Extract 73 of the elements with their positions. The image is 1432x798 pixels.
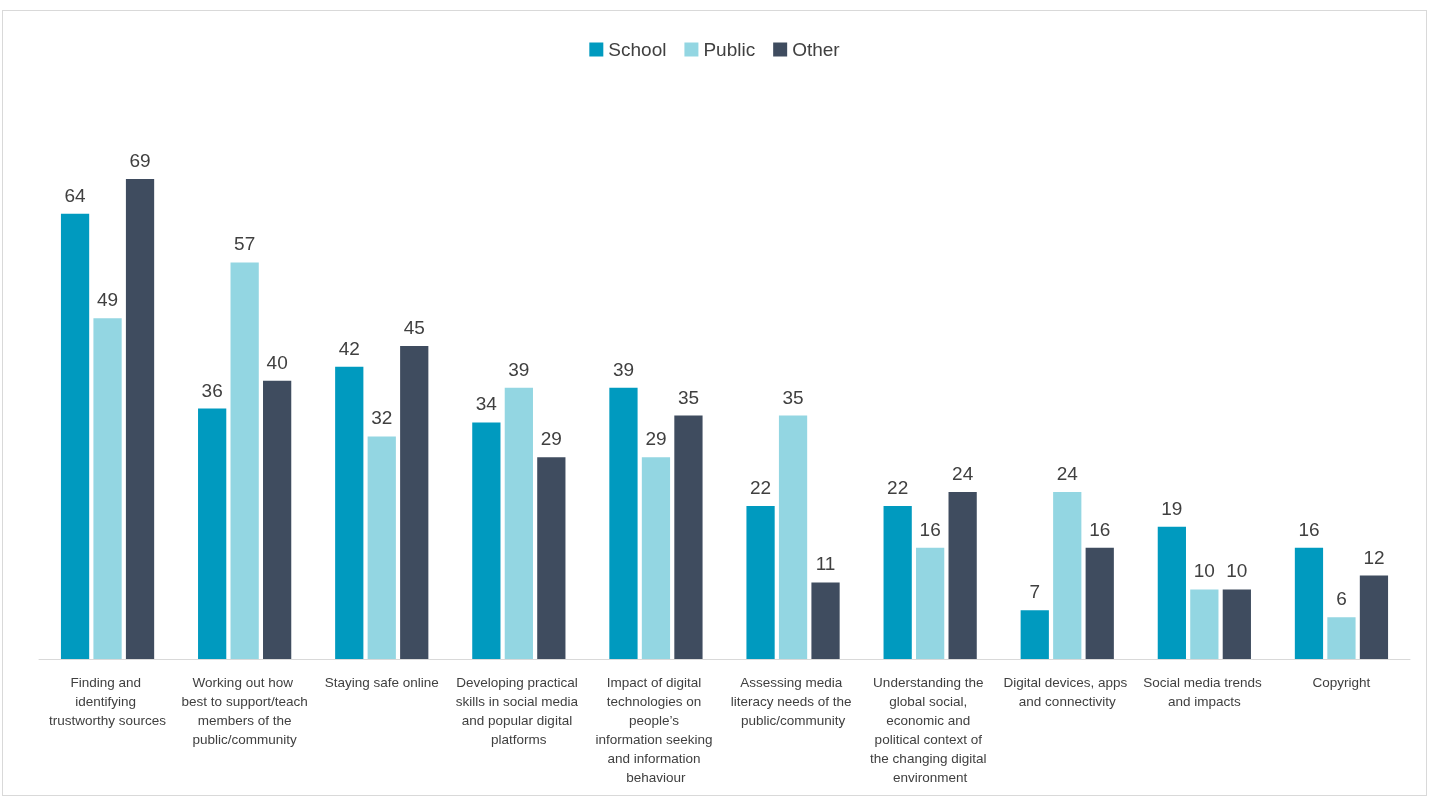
- data-label: 42: [338, 337, 360, 359]
- bar: [263, 380, 292, 659]
- bar: [400, 345, 429, 659]
- bar: [1020, 610, 1049, 659]
- x-tick-label: Finding and identifying trustworthy sources: [49, 675, 167, 728]
- bar: [93, 318, 122, 659]
- data-label: 32: [371, 407, 393, 429]
- bar: [1294, 547, 1324, 659]
- bar: [198, 408, 227, 659]
- data-label: 16: [1089, 518, 1111, 540]
- bar: [1190, 589, 1219, 659]
- legend-label: Other: [792, 39, 841, 60]
- data-label: 35: [782, 386, 804, 408]
- data-label: 12: [1363, 546, 1385, 568]
- data-label: 39: [612, 358, 635, 380]
- data-label: 49: [96, 289, 119, 311]
- data-label: 16: [1298, 518, 1320, 540]
- x-tick-label: Staying safe online: [324, 675, 439, 690]
- bar: [1053, 492, 1082, 659]
- bar: [1359, 575, 1389, 659]
- legend-label: Public: [703, 39, 756, 60]
- bar: [746, 505, 775, 659]
- data-label: 57: [234, 233, 256, 255]
- bar: [230, 262, 259, 659]
- x-tick-label: Working out how best to support/teach members of the public/community: [181, 675, 308, 747]
- data-label: 11: [815, 553, 836, 575]
- legend-label: School: [608, 39, 667, 60]
- data-label: 40: [266, 351, 288, 373]
- bar: [948, 492, 977, 659]
- data-label: 7: [1029, 581, 1041, 603]
- data-label: 29: [645, 428, 667, 450]
- bar: [1327, 617, 1356, 659]
- bar: [916, 547, 945, 659]
- bar: [1222, 589, 1251, 659]
- data-label: 36: [201, 379, 223, 401]
- bar: [609, 387, 638, 659]
- data-label: 29: [540, 428, 562, 450]
- data-label: 6: [1336, 588, 1347, 610]
- data-label: 10: [1226, 560, 1248, 582]
- x-tick-label: Digital devices, apps and connectivity: [1003, 675, 1132, 709]
- bar: [537, 457, 566, 659]
- data-label: 34: [475, 393, 498, 415]
- bar: [641, 457, 671, 659]
- data-label: 24: [1056, 463, 1079, 485]
- data-label: 16: [919, 518, 941, 540]
- bar: [883, 505, 912, 659]
- x-tick-label: Developing practical skills in social media and popular digital platforms: [455, 675, 582, 747]
- data-label: 45: [403, 316, 425, 338]
- data-label: 39: [508, 358, 530, 380]
- bar: [335, 366, 364, 659]
- bar: [125, 179, 155, 659]
- x-tick-label: Impact of digital technologies on people’s information seeking and information behaviour: [595, 675, 717, 785]
- bar: [674, 415, 703, 659]
- x-tick-label: Social media trends and impacts: [1143, 675, 1266, 709]
- data-label: 24: [952, 463, 974, 485]
- bar: [60, 213, 90, 659]
- data-label: 10: [1193, 560, 1215, 582]
- x-tick-label: Copyright: [1312, 675, 1371, 690]
- data-label: 22: [887, 476, 909, 498]
- bar: [367, 436, 396, 659]
- bar: [504, 387, 533, 659]
- bar: [1157, 526, 1186, 659]
- x-tick-label: Understanding the global social, economic and political context of the changing digital environment: [870, 675, 991, 785]
- data-label: 35: [677, 386, 700, 408]
- data-label: 22: [749, 476, 772, 498]
- bar: [472, 422, 501, 659]
- bar: [1085, 547, 1114, 659]
- data-label: 19: [1161, 497, 1183, 519]
- x-tick-label: Assessing media literacy needs of the public/community: [730, 675, 856, 728]
- data-label: 64: [64, 184, 87, 206]
- bar: [778, 415, 808, 659]
- bar: [811, 582, 840, 659]
- data-label: 69: [129, 150, 151, 171]
